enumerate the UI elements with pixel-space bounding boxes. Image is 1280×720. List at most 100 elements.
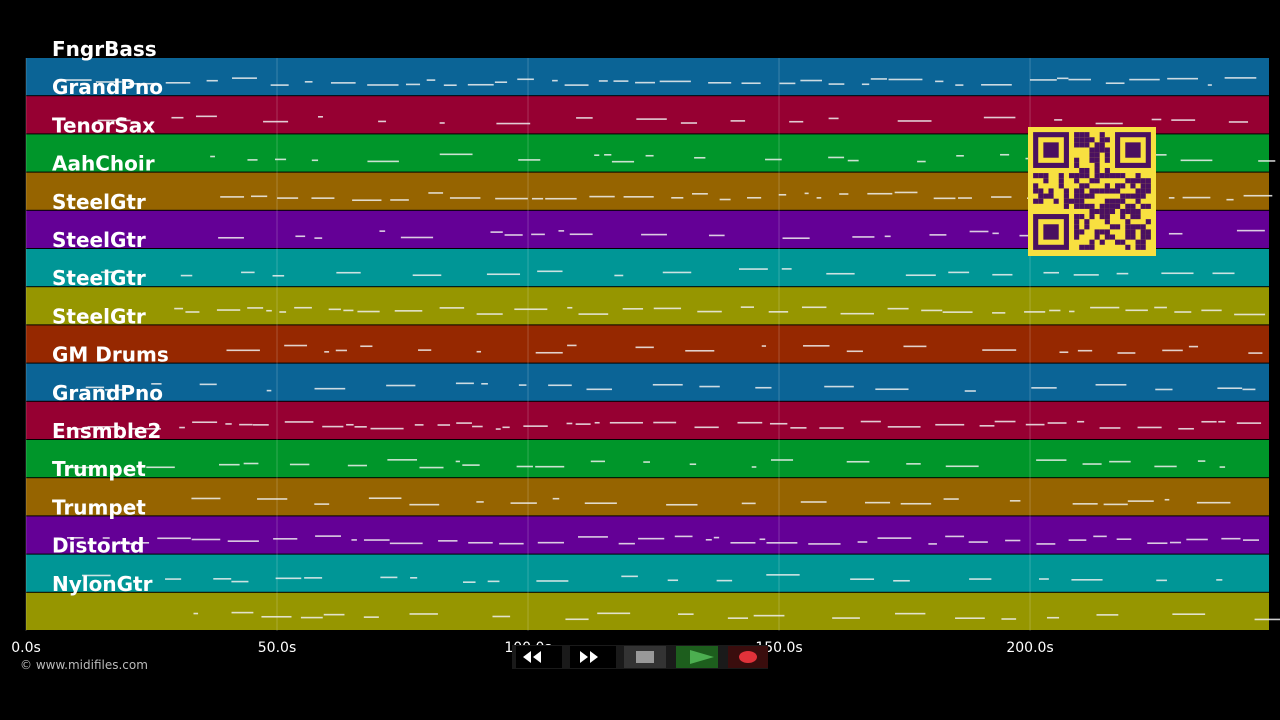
note [613,80,629,82]
note [232,77,257,79]
note [1046,616,1060,619]
note [801,306,827,309]
qr-module [1130,224,1136,230]
notes [60,77,1280,621]
note [614,274,624,277]
rewind-button[interactable] [516,646,562,668]
qr-module [1104,188,1110,194]
qr-module [1094,162,1100,168]
note [247,307,264,309]
note [311,159,319,162]
qr-module [1120,193,1126,199]
qr-module [1074,219,1080,225]
note [180,274,193,277]
note [847,159,859,162]
note [635,346,654,349]
note [566,422,573,425]
note [330,82,356,84]
note [1125,309,1148,312]
qr-module [1125,244,1131,250]
qr-module [1104,208,1110,215]
note [347,464,367,467]
note [138,542,150,544]
play-button[interactable] [676,646,718,668]
note [314,237,323,239]
note [1054,119,1063,121]
track-name: FngrBass [52,37,157,61]
note [336,271,361,274]
note [1036,543,1056,545]
note [594,154,600,157]
note [1212,272,1235,275]
note [816,197,822,199]
note [390,199,409,201]
qr-module [1084,173,1090,179]
note [1174,311,1192,313]
note [363,616,379,618]
note [828,83,845,85]
note [261,615,292,618]
qr-module [1084,224,1090,230]
note [906,463,921,465]
note [1073,274,1099,276]
note [747,196,762,199]
note [1226,198,1234,201]
note [492,615,511,618]
note [1109,460,1131,463]
note [405,83,421,86]
note [191,497,221,500]
qr-module [1140,234,1146,240]
note [545,197,577,200]
qr-module [1109,198,1116,204]
note [1039,578,1049,580]
qr-module [1099,208,1105,215]
note [956,155,964,157]
note [351,539,357,541]
track-name: Ensmble2 [52,419,161,443]
note [122,542,135,545]
note [884,235,891,238]
note [1224,77,1257,79]
qr-module [1140,193,1146,199]
note [689,463,697,466]
note [218,236,244,239]
note [1068,78,1091,81]
note [1217,387,1243,390]
forward-button[interactable] [570,646,616,668]
note [652,383,683,386]
note [680,122,698,124]
qr-module [1079,132,1085,138]
qr-module [1115,198,1121,204]
note [979,425,995,427]
record-icon [739,651,757,663]
qr-module [1104,229,1110,235]
qr-module [1079,173,1085,179]
note [1234,313,1266,316]
qr-module [1079,167,1085,174]
track-name: SteelGtr [52,304,146,328]
note [674,535,693,538]
note [826,272,855,275]
note [864,501,891,504]
note [828,117,839,120]
note [666,503,698,506]
note [378,120,387,123]
stop-icon [636,651,654,663]
record-button[interactable] [728,646,768,668]
note [893,579,910,582]
note [586,388,612,391]
note [955,84,964,86]
qr-module [1115,188,1121,194]
note [1069,310,1075,313]
qr-module [1099,173,1105,179]
note [231,580,249,583]
qr-module [1104,183,1110,189]
note [1099,427,1121,429]
note [594,421,600,424]
track-row [26,58,1269,96]
qr-module [1074,132,1080,138]
note [992,273,1013,276]
note [193,612,199,615]
stop-button[interactable] [624,646,666,668]
qr-module [1130,183,1136,189]
